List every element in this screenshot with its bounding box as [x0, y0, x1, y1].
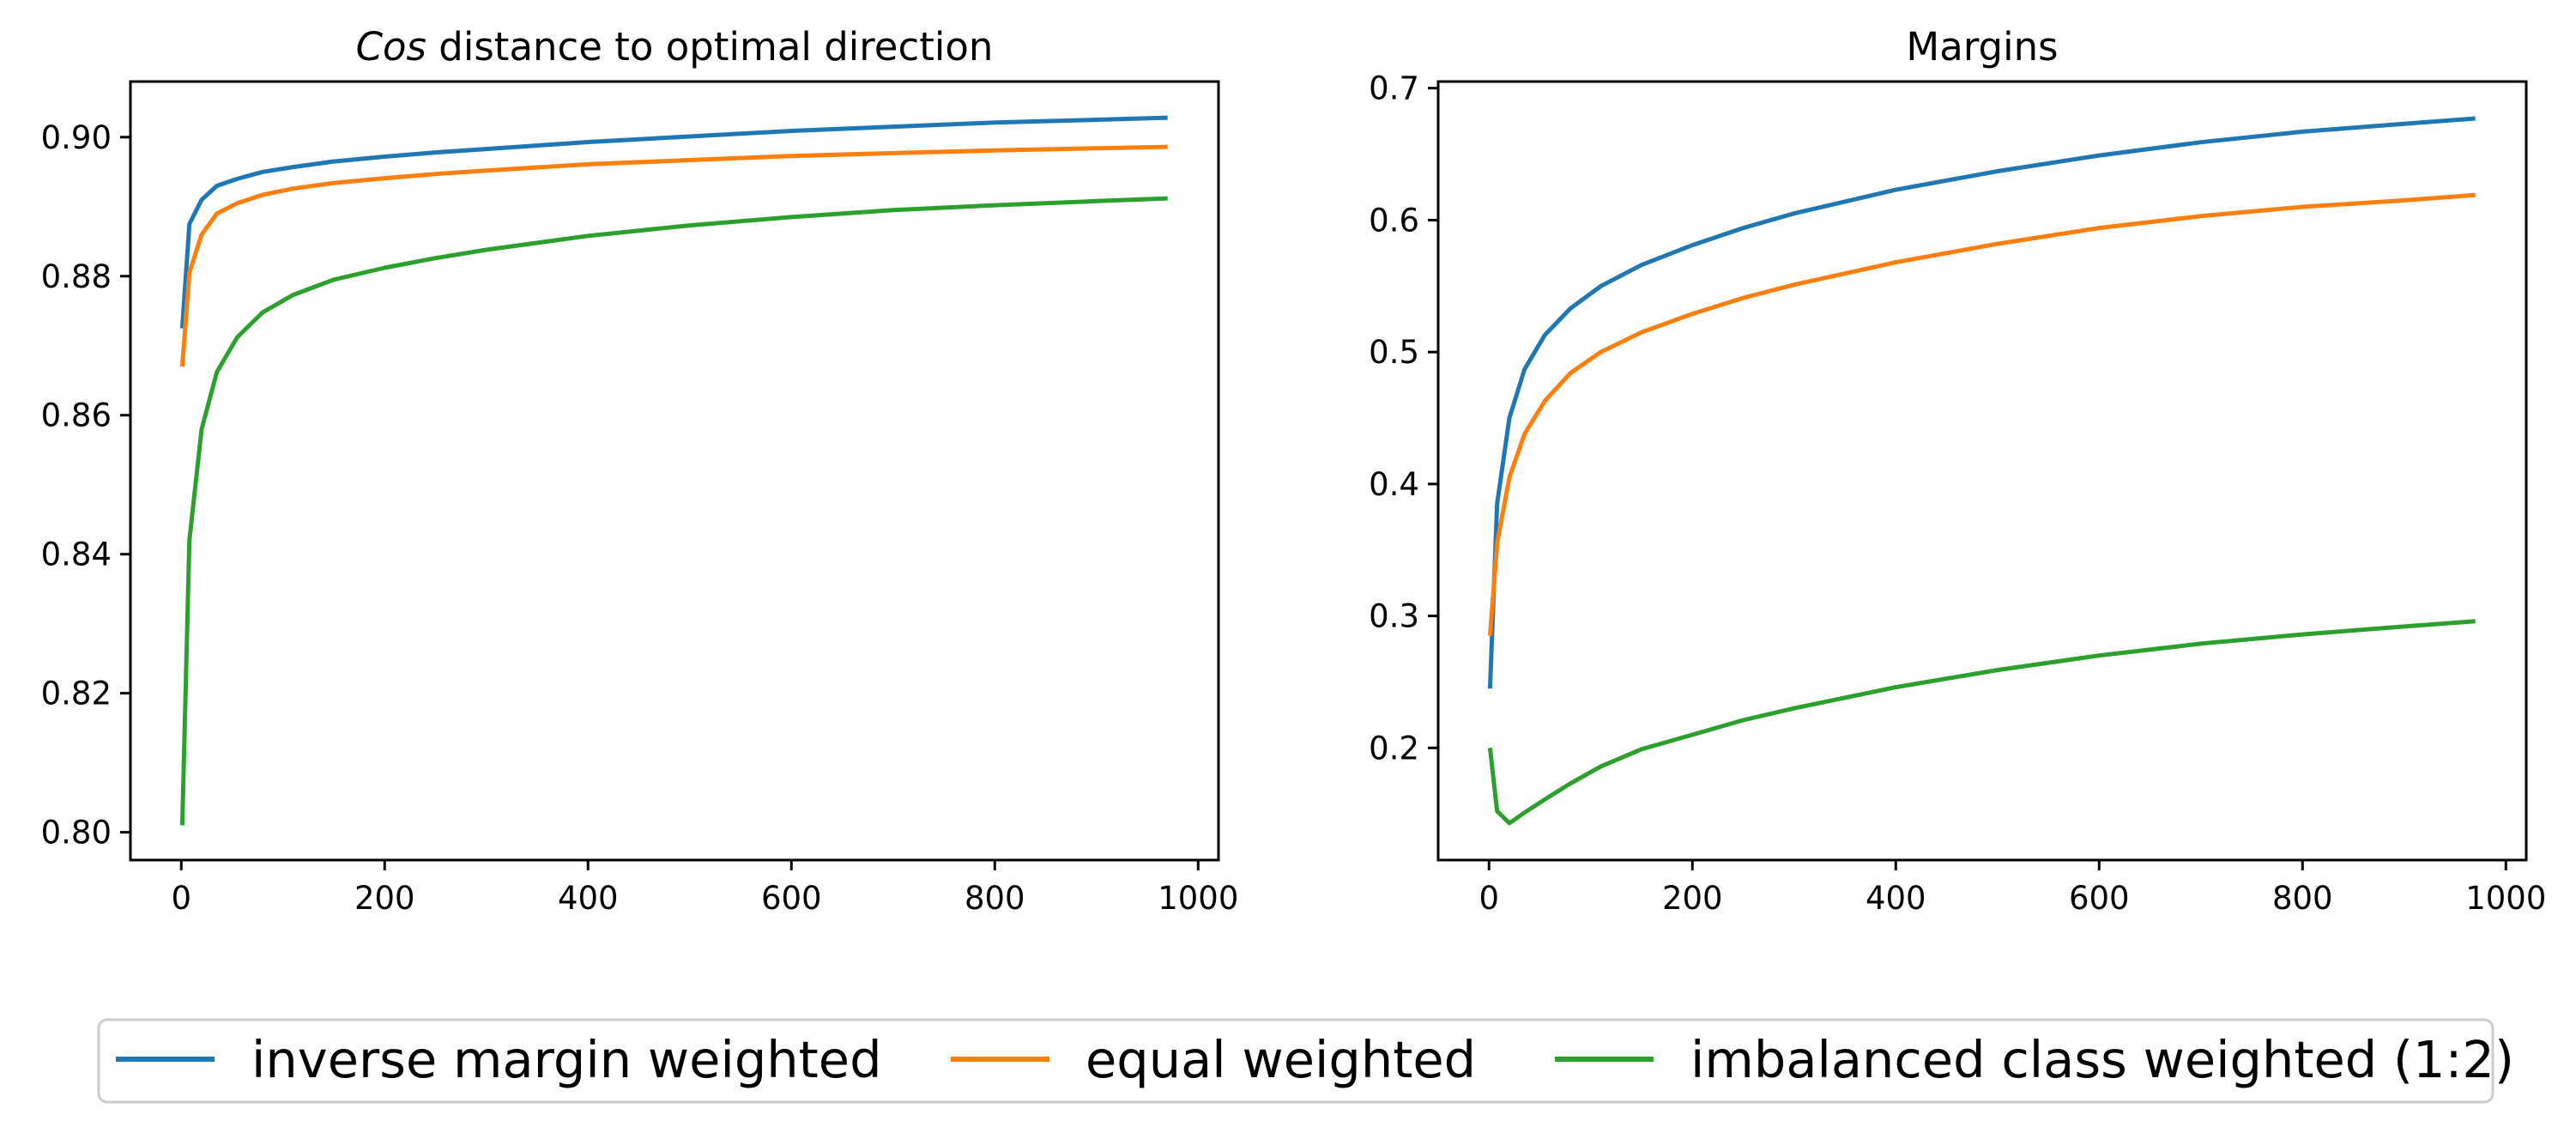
plots-container: 0 200 400 600 800 1000 0.80 0.82 0.84 0.86 0.88 0.9…	[41, 24, 2547, 917]
series-line-imbalanced-class-weighted-1-2	[1487, 619, 2476, 826]
y-tick-label: 0.3	[1369, 598, 1419, 635]
y-tick-label: 0.84	[41, 536, 112, 573]
x-tick-label: 1000	[2465, 880, 2546, 917]
y-tick-label: 0.80	[41, 815, 112, 851]
x-tick-label: 0	[171, 880, 191, 917]
y-tick-label: 0.4	[1369, 466, 1419, 503]
x-tick-label: 800	[2272, 880, 2333, 917]
legend-frame	[97, 1018, 2494, 1104]
x-tick-label: 600	[761, 880, 822, 917]
x-tick-label: 1000	[1158, 880, 1238, 917]
y-tick-label: 0.7	[1369, 70, 1419, 107]
axes-frame	[1436, 80, 2528, 862]
legend-label-inverse-margin-weighted: inverse margin weighted	[251, 1030, 882, 1089]
x-tick-label: 200	[354, 880, 415, 917]
chart-title: Margins	[1906, 24, 2058, 70]
series-line-imbalanced-class-weighted-1-2	[179, 196, 1168, 826]
x-tick-label: 400	[558, 880, 619, 917]
legend-label-imbalanced-class-weighted: imbalanced class weighted (1:2)	[1690, 1030, 2514, 1089]
y-tick-label: 0.90	[41, 119, 112, 156]
y-tick-label: 0.86	[41, 397, 112, 434]
series-line-equal-weighted	[179, 144, 1168, 367]
series-line-inverse-margin-weighted	[1487, 116, 2476, 689]
legend: inverse margin weighted equal weighted i…	[97, 1018, 2514, 1104]
x-tick-label: 800	[964, 880, 1025, 917]
y-tick-label: 0.2	[1369, 730, 1419, 766]
legend-label-equal-weighted: equal weighted	[1085, 1030, 1476, 1089]
y-tick-label: 0.88	[41, 258, 112, 295]
x-tick-label: 600	[2069, 880, 2130, 917]
series-line-equal-weighted	[1487, 192, 2476, 636]
y-tick-label: 0.6	[1369, 202, 1419, 239]
y-tick-label: 0.5	[1369, 334, 1419, 371]
y-tick-label: 0.82	[41, 676, 112, 712]
chart-panel-1: 0 200 400 600 800 1000 0.80 0.82 0.84 0.86 0.88 0.9…	[41, 24, 1239, 917]
x-tick-label: 200	[1662, 880, 1723, 917]
x-tick-label: 0	[1478, 880, 1499, 917]
x-tick-label: 400	[1865, 880, 1926, 917]
series-line-inverse-margin-weighted	[179, 115, 1168, 329]
chart-title: Cos distance to optimal direction	[356, 24, 994, 70]
axes-frame	[129, 80, 1220, 862]
chart-panel-2: 0 200 400 600 800 1000 0.2 0.3 0.4 0.5 0.6 0.7 Margi…	[1369, 24, 2546, 917]
